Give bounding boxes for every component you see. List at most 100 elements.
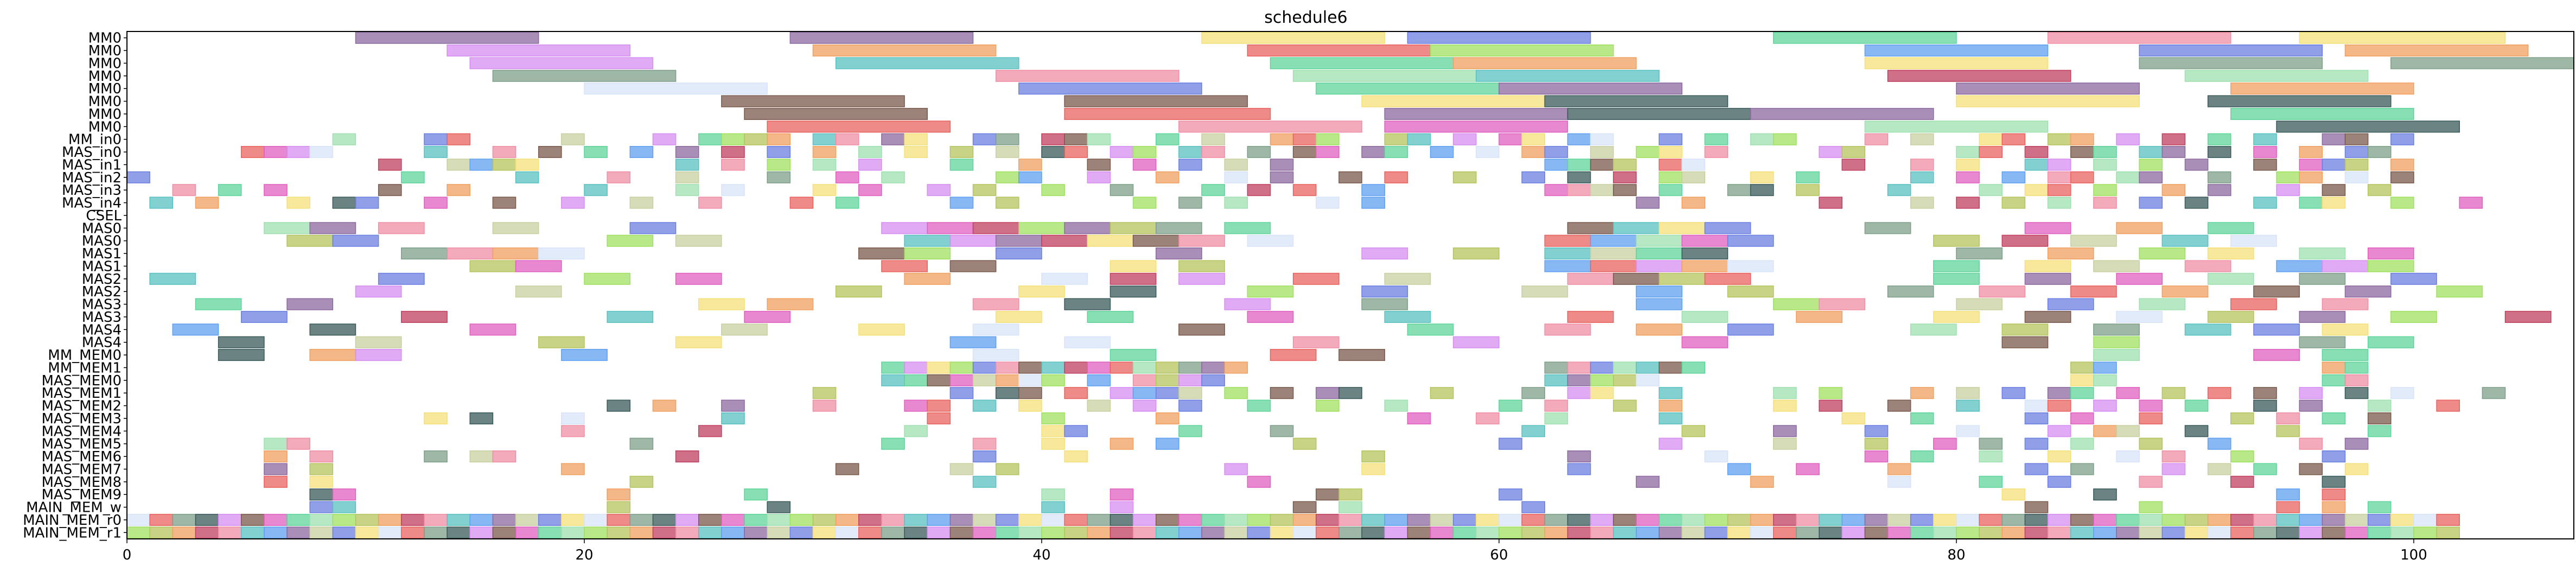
- task-bar: [2184, 425, 2209, 437]
- task-bar: [1796, 526, 1820, 539]
- task-bar: [1270, 425, 1294, 437]
- task-bar: [1590, 374, 1614, 386]
- task-bar: [1887, 526, 1911, 539]
- task-bar: [378, 158, 402, 171]
- task-bar: [172, 184, 196, 196]
- task-bar: [744, 513, 768, 526]
- task-bar: [538, 526, 562, 539]
- task-bar: [469, 526, 494, 539]
- y-tick-label: MAS2: [82, 284, 122, 300]
- task-bar: [1819, 387, 1842, 399]
- task-bar: [1590, 133, 1614, 145]
- task-bar: [812, 133, 837, 145]
- task-bar: [1521, 513, 1546, 526]
- task-bar: [2322, 526, 2346, 539]
- task-bar: [240, 146, 265, 158]
- task-bar: [1292, 184, 1317, 196]
- task-bar: [1933, 437, 1957, 450]
- task-bar: [2139, 247, 2186, 260]
- task-bar: [1132, 196, 1157, 209]
- task-bar: [309, 513, 334, 526]
- task-bar: [1750, 171, 1774, 183]
- task-bar: [2344, 171, 2369, 183]
- task-bar: [2093, 260, 2140, 272]
- task-bar: [2070, 412, 2094, 424]
- task-bar: [1727, 285, 1774, 298]
- task-bar: [2390, 57, 2574, 69]
- task-bar: [2161, 463, 2186, 475]
- task-bar: [1612, 158, 1637, 171]
- task-bar: [652, 526, 677, 539]
- task-bar: [2276, 171, 2300, 183]
- task-bar: [1590, 260, 1637, 272]
- task-bar: [1704, 146, 1729, 158]
- task-bar: [2047, 298, 2094, 310]
- task-bar: [1636, 323, 1682, 336]
- task-bar: [2139, 196, 2163, 209]
- task-bar: [835, 285, 882, 298]
- task-bar: [972, 349, 1019, 361]
- task-bar: [2184, 260, 2231, 272]
- task-bar: [1338, 488, 1362, 501]
- task-bar: [195, 196, 219, 209]
- task-bar: [1178, 399, 1202, 412]
- task-bar: [1270, 133, 1294, 145]
- task-bar: [721, 513, 745, 526]
- task-bar: [264, 450, 288, 463]
- task-bar: [1452, 336, 1500, 348]
- task-bar: [2367, 399, 2392, 412]
- task-bar: [1727, 234, 1774, 247]
- task-bar: [2390, 513, 2414, 526]
- task-bar: [2344, 513, 2369, 526]
- task-bar: [1956, 171, 1980, 183]
- task-bar: [767, 513, 791, 526]
- task-bar: [1773, 133, 1797, 145]
- task-bar: [424, 450, 448, 463]
- task-bar: [1727, 463, 1751, 475]
- task-bar: [2322, 298, 2369, 310]
- task-bar: [2230, 298, 2277, 310]
- task-bar: [2139, 437, 2163, 450]
- task-bar: [1178, 272, 1225, 285]
- task-bar: [447, 45, 631, 57]
- y-tick-label: MAS_MEM9: [41, 487, 122, 503]
- task-bar: [1224, 171, 1248, 183]
- task-bar: [1224, 196, 1248, 209]
- task-bar: [561, 425, 585, 437]
- task-bar: [1750, 184, 1774, 196]
- task-bar: [1956, 425, 1980, 437]
- task-bar: [2093, 361, 2117, 374]
- task-bar: [1796, 463, 1820, 475]
- task-bar: [2116, 513, 2140, 526]
- task-bar: [286, 196, 310, 209]
- task-bar: [1361, 184, 1385, 196]
- task-bar: [2070, 387, 2094, 399]
- task-bar: [1636, 285, 1682, 298]
- task-bar: [1819, 146, 1842, 158]
- task-bar: [1292, 526, 1317, 539]
- task-bar: [2116, 387, 2140, 399]
- task-bar: [1521, 425, 1546, 437]
- task-bar: [949, 146, 974, 158]
- task-bar: [1933, 513, 1957, 526]
- task-bar: [1567, 107, 1751, 120]
- task-bar: [447, 526, 470, 539]
- task-bar: [1681, 234, 1729, 247]
- task-bar: [2024, 272, 2071, 285]
- y-tick-label: MAS_MEM0: [41, 373, 122, 389]
- task-bar: [927, 399, 951, 412]
- task-bar: [1247, 475, 1271, 488]
- task-bar: [1659, 437, 1682, 450]
- task-bar: [1430, 526, 1454, 539]
- task-bar: [1636, 234, 1682, 247]
- task-bar: [469, 158, 494, 171]
- task-bar: [675, 146, 699, 158]
- task-bar: [469, 260, 517, 272]
- task-bar: [1178, 374, 1202, 386]
- y-tick-label: MAS_in4: [62, 195, 122, 212]
- task-bar: [1544, 234, 1591, 247]
- task-bar: [309, 349, 356, 361]
- task-bar: [2253, 526, 2277, 539]
- task-bar: [721, 323, 768, 336]
- task-bar: [2116, 526, 2140, 539]
